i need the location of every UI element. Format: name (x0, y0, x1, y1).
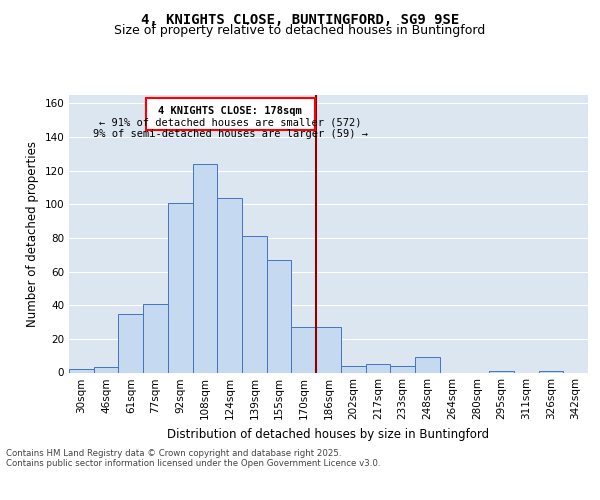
Bar (390, 366, 415, 372)
Bar (489, 371, 514, 372)
Bar (94, 368, 118, 372)
Bar (118, 314, 143, 372)
Bar (143, 304, 168, 372)
X-axis label: Distribution of detached houses by size in Buntingford: Distribution of detached houses by size … (167, 428, 490, 441)
Text: Contains HM Land Registry data © Crown copyright and database right 2025.: Contains HM Land Registry data © Crown c… (6, 448, 341, 458)
Bar (365, 364, 390, 372)
Bar (539, 371, 563, 372)
Text: ← 91% of detached houses are smaller (572): ← 91% of detached houses are smaller (57… (99, 118, 362, 128)
Text: 4 KNIGHTS CLOSE: 178sqm: 4 KNIGHTS CLOSE: 178sqm (158, 106, 302, 116)
Bar (69, 369, 94, 372)
Bar (292, 327, 316, 372)
Bar (415, 358, 440, 372)
Bar (217, 198, 242, 372)
Text: 4, KNIGHTS CLOSE, BUNTINGFORD, SG9 9SE: 4, KNIGHTS CLOSE, BUNTINGFORD, SG9 9SE (141, 12, 459, 26)
Bar (267, 260, 292, 372)
Bar (242, 236, 267, 372)
Text: Size of property relative to detached houses in Buntingford: Size of property relative to detached ho… (115, 24, 485, 37)
Bar (341, 366, 365, 372)
Y-axis label: Number of detached properties: Number of detached properties (26, 141, 39, 327)
Bar (193, 164, 217, 372)
Text: Contains public sector information licensed under the Open Government Licence v3: Contains public sector information licen… (6, 458, 380, 468)
Text: 9% of semi-detached houses are larger (59) →: 9% of semi-detached houses are larger (5… (93, 130, 368, 140)
Bar (146, 98, 315, 130)
Bar (168, 202, 193, 372)
Bar (316, 327, 341, 372)
